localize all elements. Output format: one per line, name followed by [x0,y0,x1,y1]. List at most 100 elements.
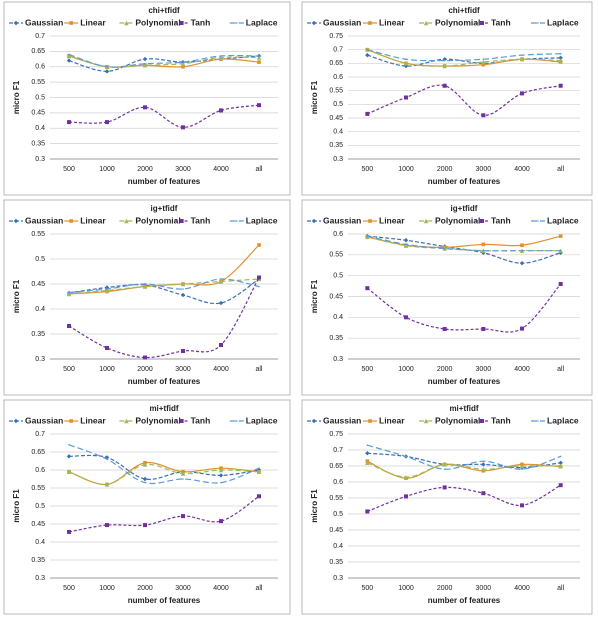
legend-label: Laplace [246,415,278,425]
series-line [68,444,260,485]
marker [219,108,223,113]
marker [559,455,562,458]
marker [256,55,262,60]
marker [69,21,73,25]
marker [365,234,370,240]
series-line [367,236,561,252]
y-tick-label: 0.65 [31,48,45,55]
legend-label: Tanh [191,215,211,225]
marker [482,249,485,252]
x-tick-label: 3000 [175,166,191,173]
panel-border [301,199,593,396]
panel-border [301,399,593,615]
series-line [367,49,561,62]
y-tick-label: 0.55 [329,495,343,502]
y-tick-label: 0.55 [31,485,45,492]
marker [106,458,108,461]
series-line [68,454,260,481]
chart-title: mi+tfidf [149,404,178,413]
marker [142,63,148,68]
x-tick-label: 500 [63,585,75,592]
y-tick-label: 0.6 [35,467,45,474]
legend-label: Gaussian [25,415,63,425]
legend-label: Tanh [191,17,211,27]
x-tick-label: 4000 [514,166,530,173]
marker [236,420,238,422]
marker [182,61,184,63]
y-tick-label: 0.45 [329,527,343,534]
marker [537,420,539,422]
marker [258,55,260,57]
series-line [367,49,561,67]
marker [403,61,409,66]
y-tick-label: 0.55 [329,252,343,259]
series-line [68,55,260,72]
marker [559,52,562,55]
panel-border [3,399,291,615]
marker [143,355,147,360]
marker [218,467,224,473]
legend-label: Polynomial [135,415,180,425]
marker [66,454,72,459]
y-tick-label: 0.3 [35,575,45,582]
x-tick-label: all [255,166,262,173]
y-tick-label: 0.45 [31,521,45,528]
marker [181,349,185,353]
x-tick-label: 4000 [213,366,229,373]
x-axis-label: number of features [428,596,501,605]
marker [180,471,186,476]
y-tick-label: 0.55 [329,88,343,95]
x-axis-label: number of features [128,377,201,386]
marker [67,120,71,125]
marker [404,95,408,100]
marker [482,460,485,463]
marker [481,462,486,467]
y-tick-label: 0.6 [35,64,45,71]
y-tick-label: 0.65 [329,60,343,67]
x-tick-label: all [255,585,262,592]
marker [558,463,563,469]
marker [482,58,485,61]
marker [180,281,186,287]
y-tick-label: 0.45 [329,293,343,300]
marker [124,20,129,26]
marker [443,59,446,62]
marker [481,491,486,496]
panel-border [301,1,593,196]
y-tick-label: 0.6 [333,231,343,238]
y-axis-label: micro F1 [310,489,319,523]
x-axis-label: number of features [428,377,501,386]
marker [105,523,109,528]
marker [481,327,486,331]
marker [220,278,222,280]
y-axis-label: micro F1 [12,80,21,114]
series-line [367,84,561,116]
y-tick-label: 0.45 [31,110,45,117]
x-tick-label: 2000 [437,585,453,592]
marker [236,22,238,24]
legend-label: Gaussian [323,215,361,225]
marker [257,60,261,64]
marker [521,249,523,252]
y-tick-label: 0.5 [35,503,45,510]
marker [66,291,72,297]
x-tick-label: 2000 [437,366,453,373]
x-tick-label: 2000 [137,166,153,173]
marker [179,419,184,423]
marker [67,324,71,328]
marker [104,482,110,487]
x-tick-label: 3000 [476,366,492,373]
legend-label: Polynomial [435,415,480,425]
y-tick-label: 0.4 [35,539,45,546]
legend-label: Linear [80,415,106,425]
marker [481,113,486,118]
marker [442,63,447,69]
y-tick-label: 0.45 [329,115,343,122]
marker [180,292,186,298]
chart-panel: mi+tfidf 0.3 0.35 0.4 0.45 0.5 0.55 0.6 0.65 0.7 5… [3,399,291,615]
marker [181,64,185,69]
legend-label: Laplace [547,415,579,425]
marker [481,242,486,247]
y-tick-label: 0.7 [333,47,343,54]
marker [144,481,146,484]
